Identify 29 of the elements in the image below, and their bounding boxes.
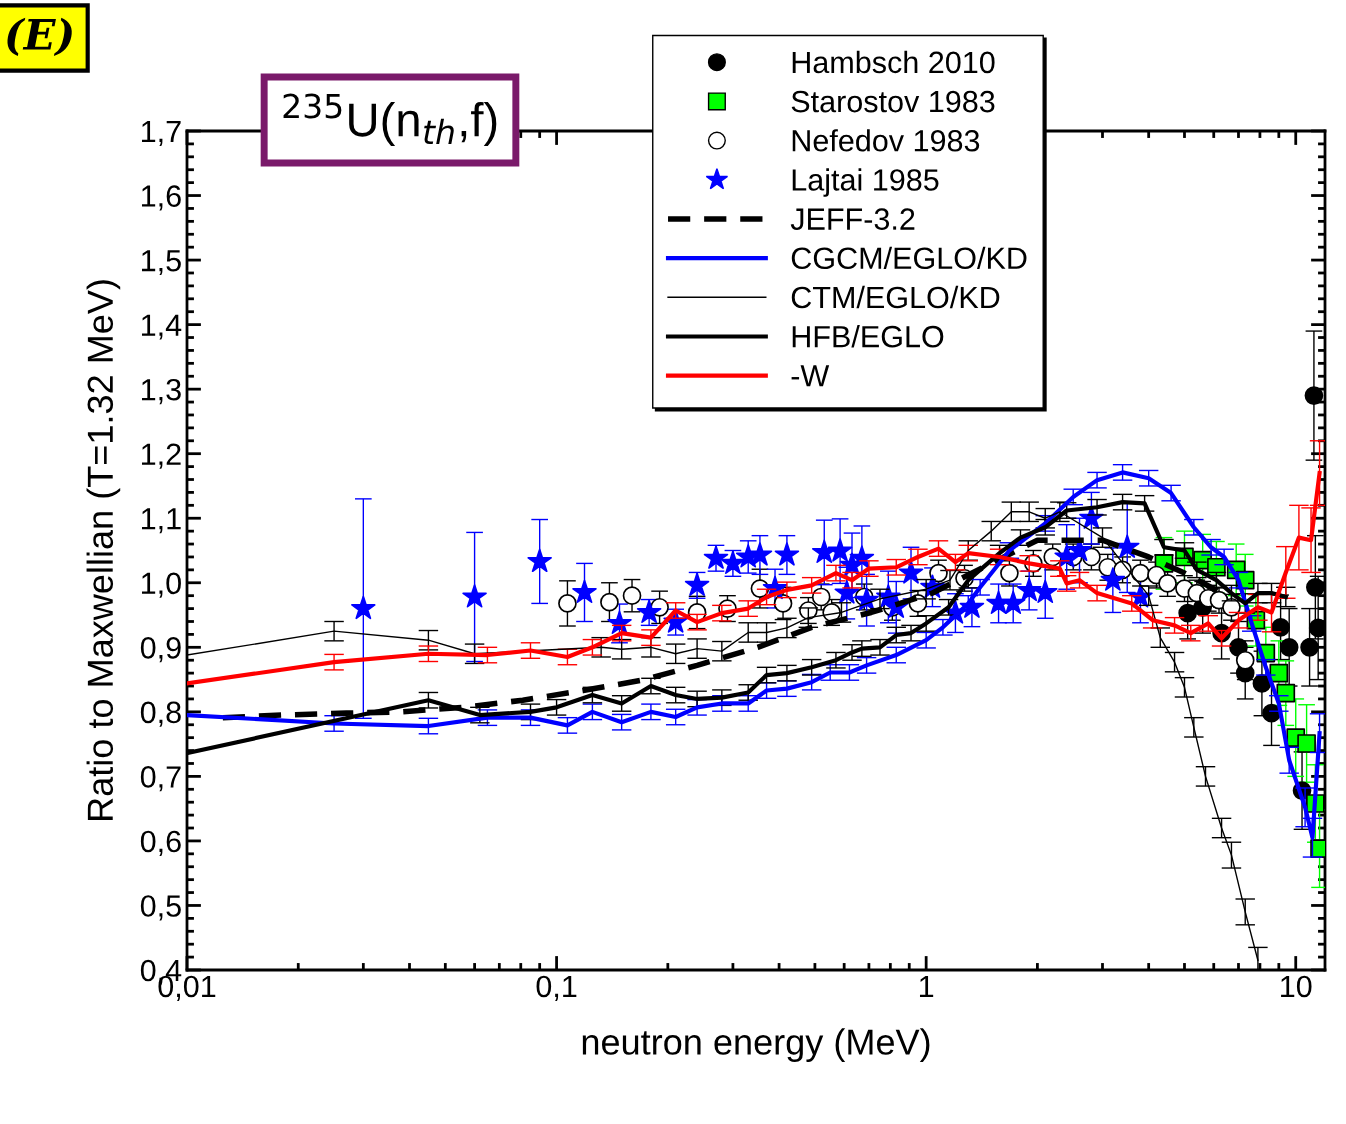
y-tick-label: 1,5 — [142, 250, 181, 276]
y-tick-label: 1,2 — [142, 443, 181, 469]
legend-label: CTM/EGLO/KD — [791, 285, 1000, 309]
legend-label: Hambsch 2010 — [792, 50, 995, 74]
y-tick-label: 0,7 — [140, 766, 181, 792]
y-tick-label: 1,3 — [142, 378, 181, 405]
y-tick-label: 1,0 — [142, 572, 181, 598]
y-tick-label: 1,4 — [142, 314, 182, 340]
legend-label: Lajtai 1985 — [792, 168, 939, 197]
legend-label: Starostov 1983 — [791, 90, 995, 113]
annotation: $^{235}$U(n$_{th}$,f) — [283, 93, 497, 146]
legend-label: -W — [791, 365, 830, 387]
x-tick-label: 0,1 — [536, 975, 577, 1001]
text: (E) — [7, 17, 72, 56]
y-tick-label: 1,6 — [142, 185, 181, 211]
y-axis-title: Ratio to Maxwellian (T=1.32 MeV) — [86, 280, 121, 820]
y-tick-label: 1,1 — [142, 508, 181, 534]
x-tick-label: 10 — [1281, 975, 1312, 998]
x-tick-label: 1 — [919, 975, 934, 997]
y-tick-label: 1,7 — [142, 121, 181, 146]
y-tick-label: 0,8 — [140, 701, 181, 727]
y-tick-label: 0,5 — [140, 895, 181, 921]
x-axis-title: neutron energy (MeV) — [582, 1028, 930, 1063]
legend-label: HFB/EGLO — [792, 325, 944, 348]
legend-label: JEFF-3.2 — [790, 208, 915, 230]
legend-label: Nefedov 1983 — [792, 129, 980, 152]
y-tick-label: 0,6 — [140, 830, 181, 856]
legend-label: CGCM/EGLO/KD — [791, 246, 1027, 270]
y-tick-label: 0,9 — [140, 637, 181, 663]
